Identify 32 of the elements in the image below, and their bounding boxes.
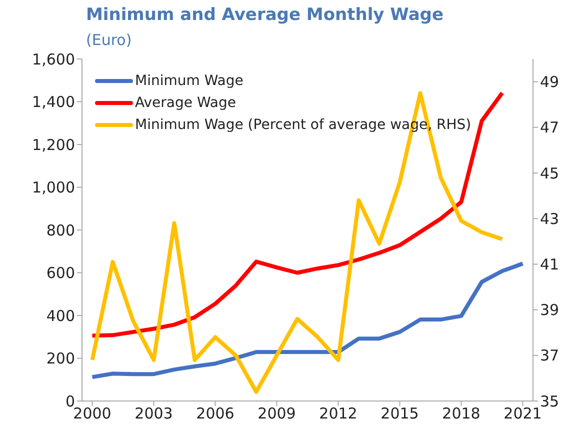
x-tick-label: 2003 <box>134 404 173 423</box>
y2-tick-label: 37 <box>540 346 560 365</box>
y2-tick-label: 39 <box>540 301 560 320</box>
x-tick-label: 2009 <box>258 404 296 423</box>
line-series <box>90 90 504 338</box>
y-tick-label: 1,000 <box>32 178 75 197</box>
line-series <box>90 262 525 380</box>
chart-title: Minimum and Average Monthly Wage <box>86 5 444 25</box>
y-tick-label: 1,600 <box>32 50 75 68</box>
y2-tick-label: 41 <box>540 256 560 274</box>
x-tick-label: 2000 <box>73 404 112 423</box>
legend-label: Average Wage <box>135 95 236 111</box>
y-tick-label: 600 <box>46 264 75 282</box>
y2-tick-label: 49 <box>540 73 560 92</box>
y2-tick-label: 35 <box>540 392 560 410</box>
y2-tick-label: 47 <box>540 118 560 137</box>
chart-subtitle: (Euro) <box>86 31 132 49</box>
y2-tick-label: 43 <box>540 210 560 228</box>
y-tick-label: 200 <box>46 350 75 368</box>
x-tick-label: 2006 <box>196 404 234 423</box>
y2-tick-label: 45 <box>540 164 560 182</box>
y-tick-label: 0 <box>65 392 75 410</box>
legend-label: Minimum Wage <box>135 73 244 89</box>
x-tick-label: 2012 <box>319 404 358 423</box>
y-tick-label: 400 <box>46 306 75 325</box>
line-series <box>90 91 504 394</box>
x-tick-label: 2021 <box>504 404 542 423</box>
x-tick-label: 2015 <box>380 404 419 423</box>
y-tick-label: 1,200 <box>32 136 75 154</box>
y-tick-label: 800 <box>46 221 75 240</box>
x-tick-label: 2018 <box>442 404 480 423</box>
y-tick-label: 1,400 <box>32 93 75 112</box>
